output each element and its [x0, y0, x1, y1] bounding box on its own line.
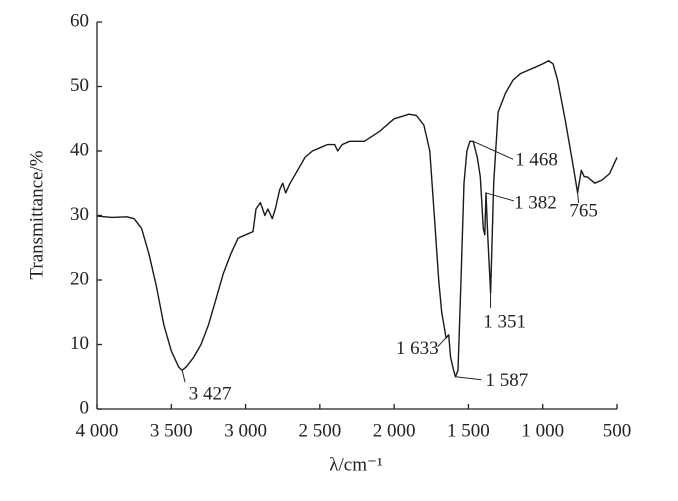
annotation-label: 3 427	[189, 384, 232, 405]
annotation-leader	[485, 192, 515, 202]
y-tick-label: 0	[80, 397, 90, 418]
annotation-label: 1 351	[483, 311, 526, 332]
annotation-leader	[577, 192, 580, 203]
y-tick-label: 30	[70, 204, 89, 225]
annotation-label: 765	[569, 200, 598, 221]
annotation-label: 1 468	[515, 150, 558, 171]
annotation-leader	[181, 370, 186, 383]
x-tick-label: 2 500	[298, 420, 341, 441]
x-tick-label: 3 500	[150, 420, 193, 441]
y-tick-label: 60	[70, 10, 89, 31]
y-tick-label: 20	[70, 268, 89, 289]
x-tick-label: 1 500	[447, 420, 490, 441]
x-axis-label: λ/cm⁻¹	[329, 454, 383, 475]
x-tick-label: 4 000	[76, 420, 119, 441]
y-tick-label: 10	[70, 333, 89, 354]
y-tick-label: 40	[70, 139, 89, 160]
annotation-leader	[455, 376, 482, 381]
annotation-label: 1 382	[514, 192, 557, 213]
x-tick-label: 1 000	[521, 420, 564, 441]
annotation-label: 1 633	[396, 338, 439, 359]
annotation-leader	[472, 140, 514, 160]
x-tick-label: 3 000	[224, 420, 267, 441]
y-tick-label: 50	[70, 75, 89, 96]
annotation-leader	[437, 334, 450, 348]
y-axis-label: Transmittance/%	[26, 150, 47, 279]
annotation-label: 1 587	[486, 370, 529, 391]
x-tick-label: 2 000	[373, 420, 416, 441]
spectrum-line	[96, 60, 618, 378]
x-tick-label: 500	[603, 420, 632, 441]
